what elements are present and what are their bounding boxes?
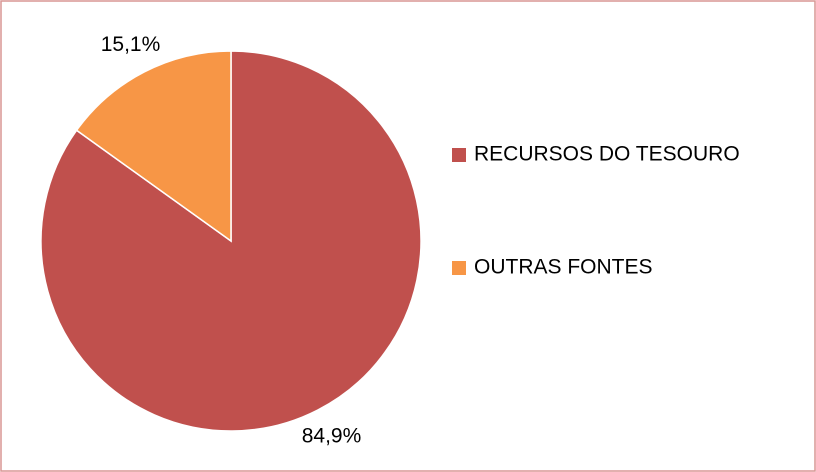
pie-slice <box>75 50 232 243</box>
data-label: 84,9% <box>302 424 362 447</box>
legend-swatch <box>452 148 466 162</box>
legend-swatch <box>452 261 466 275</box>
legend-label: RECURSOS DO TESOURO <box>474 143 740 166</box>
data-label: 15,1% <box>101 33 161 56</box>
legend-label: OUTRAS FONTES <box>474 256 653 279</box>
